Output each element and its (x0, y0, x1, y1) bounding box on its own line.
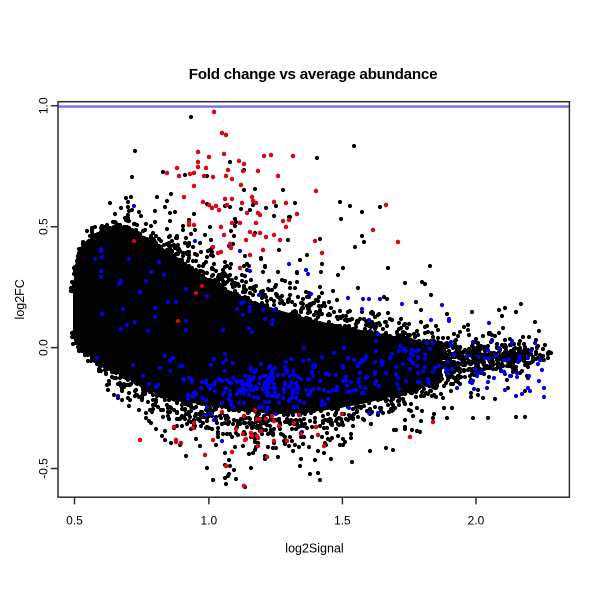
svg-text:1.5: 1.5 (334, 513, 351, 527)
svg-text:log2Signal: log2Signal (285, 541, 343, 555)
svg-text:2.0: 2.0 (468, 513, 485, 527)
svg-text:log2FC: log2FC (13, 279, 27, 319)
svg-text:-0.5: -0.5 (36, 458, 50, 479)
svg-text:Fold change vs average abundan: Fold change vs average abundance (189, 66, 438, 83)
svg-text:0.5: 0.5 (36, 218, 50, 235)
svg-text:1.0: 1.0 (36, 97, 50, 114)
svg-text:1.0: 1.0 (201, 513, 218, 527)
svg-text:0.5: 0.5 (66, 513, 83, 527)
svg-text:0.0: 0.0 (36, 339, 50, 356)
